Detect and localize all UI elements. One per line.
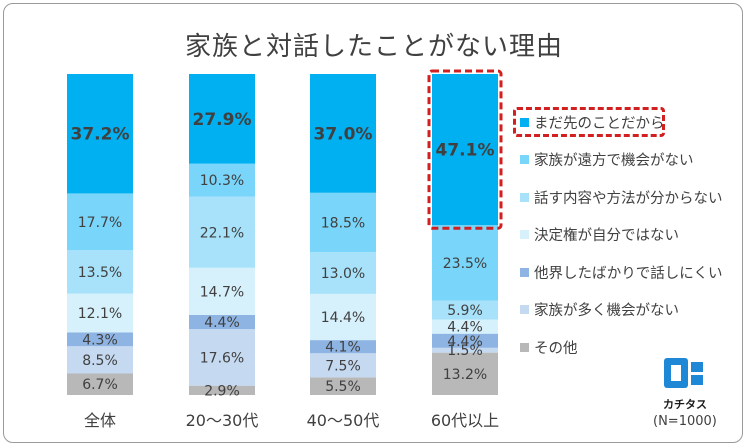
data-label: 22.1% (200, 225, 244, 241)
legend-item: その他 (520, 335, 578, 359)
bar-segment (310, 377, 376, 395)
legend-swatch (520, 230, 529, 239)
data-label: 37.2% (71, 125, 130, 145)
bar-segment (310, 192, 376, 253)
legend-swatch (520, 342, 529, 352)
data-label: 4.3% (82, 332, 118, 348)
data-label: 17.7% (78, 215, 122, 231)
legend-label: 家族が多く機会がない (534, 303, 679, 319)
bar-segment (432, 333, 498, 348)
legend-label: その他 (534, 340, 578, 357)
legend-item: まだ先のことだから (513, 107, 665, 137)
category-label: 20～30代 (186, 411, 259, 430)
data-label: 1.5% (447, 343, 483, 359)
bar-segment (310, 353, 376, 378)
legend-label: 他界したばかりで話しにくい (534, 265, 723, 282)
data-label: 23.5% (443, 256, 487, 272)
legend-swatch (520, 192, 529, 202)
bar-segment (432, 74, 498, 226)
bar-segment (310, 252, 376, 294)
bar-segment (189, 196, 255, 268)
bar-segment (310, 340, 376, 354)
data-label: 7.5% (325, 358, 361, 374)
category-label: 60代以上 (431, 411, 499, 430)
data-label: 13.5% (78, 265, 122, 281)
bar-segment (310, 74, 376, 193)
legend-item: 話す内容や方法が分からない (520, 185, 723, 209)
bar-segment (432, 300, 498, 320)
highlight-box (427, 69, 503, 230)
logo-text: カチタス (663, 398, 707, 411)
bar-segment (310, 293, 376, 341)
chart-title: 家族と対話したことがない理由 (184, 32, 563, 62)
bar-segment (189, 329, 255, 386)
data-label: 13.0% (321, 266, 365, 282)
data-label: 27.9% (193, 110, 252, 130)
legend-label: 家族が遠方で機会がない (534, 153, 694, 169)
data-label: 14.4% (321, 310, 365, 326)
legend-item: 家族が遠方で機会がない (520, 148, 694, 172)
legend-item: 決定権が自分ではない (520, 223, 679, 247)
bar-segment (67, 74, 133, 194)
legend-item: 家族が多く機会がない (520, 298, 679, 322)
data-label: 4.4% (204, 315, 240, 331)
data-label: 4.4% (447, 334, 483, 350)
category-label: 全体 (84, 411, 116, 430)
bar-segment (432, 225, 498, 301)
data-label: 5.9% (447, 303, 483, 319)
bar-segment (189, 314, 255, 330)
legend-label: まだ先のことだから (534, 115, 665, 132)
legend-swatch (520, 155, 529, 164)
bar-segment (432, 352, 498, 395)
bar-segment (432, 347, 498, 353)
data-label: 4.1% (325, 340, 361, 356)
data-label: 47.1% (436, 141, 495, 161)
bar-segment (189, 163, 255, 197)
legend-swatch (520, 117, 529, 127)
data-label: 10.3% (200, 173, 244, 189)
legend-swatch (520, 267, 529, 277)
data-label: 18.5% (321, 215, 365, 231)
bar-segment (67, 346, 133, 374)
category-label: 40～50代 (307, 411, 380, 430)
legend-highlight-box (513, 107, 665, 137)
data-label: 8.5% (82, 353, 118, 369)
data-label: 6.7% (82, 377, 118, 393)
legend-item: 他界したばかりで話しにくい (520, 260, 723, 284)
data-label: 5.5% (325, 379, 361, 395)
bar-segment (189, 267, 255, 315)
bar-segment (67, 293, 133, 333)
bar-segment (67, 332, 133, 347)
data-label: 12.1% (78, 306, 122, 322)
legend-swatch (520, 305, 529, 314)
data-label: 4.4% (447, 320, 483, 336)
bar-segment (67, 193, 133, 251)
data-label: 2.9% (204, 383, 240, 399)
data-label: 17.6% (200, 350, 244, 366)
data-label: 37.0% (314, 124, 373, 144)
legend-label: 決定権が自分ではない (534, 228, 679, 244)
bar-segment (189, 385, 255, 395)
bar-segment (432, 319, 498, 334)
katitas-logo-icon (662, 356, 706, 400)
data-label: 13.2% (443, 367, 487, 383)
data-label: 14.7% (200, 284, 244, 300)
bar-segment (67, 250, 133, 294)
bar-segment (189, 74, 255, 164)
sample-size-note: (N=1000) (653, 414, 717, 429)
legend-label: 話す内容や方法が分からない (534, 190, 723, 207)
bar-segment (67, 373, 133, 395)
